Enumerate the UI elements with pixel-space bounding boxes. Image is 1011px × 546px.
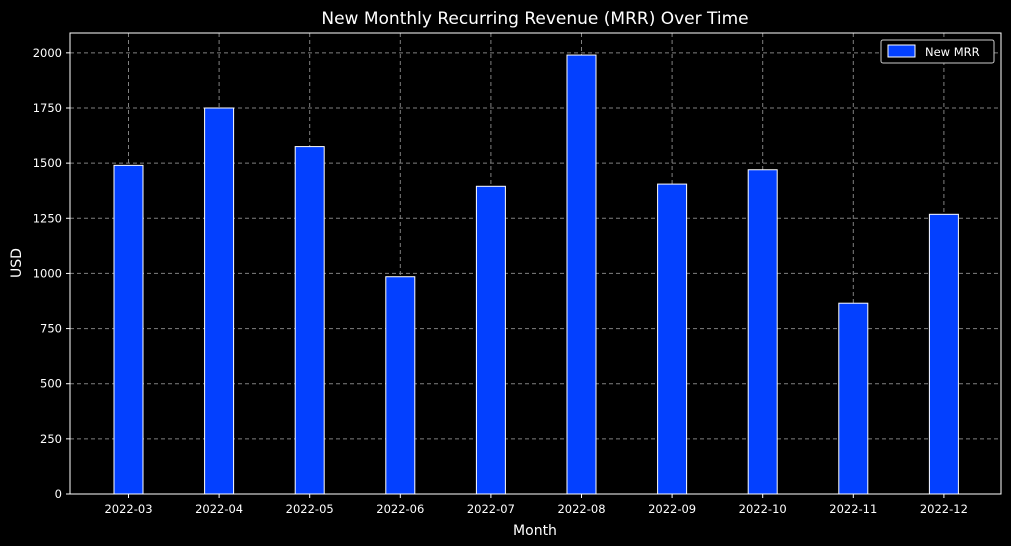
y-tick-label: 0 [55,487,62,501]
y-tick-label: 750 [40,322,62,336]
legend-label-new-mrr: New MRR [925,45,980,59]
bar-2022-09 [657,183,688,495]
bar-2022-12 [928,213,959,495]
bar-2022-05 [294,146,325,495]
bar-2022-11 [838,302,869,495]
x-axis-title: Month [513,523,557,539]
bar-2022-04 [204,107,235,495]
x-tick-label: 2022-09 [648,502,696,516]
y-tick-label: 2000 [33,46,62,60]
x-tick-label: 2022-07 [467,502,515,516]
legend-swatch-new-mrr [887,44,916,58]
x-tick-label: 2022-10 [739,502,787,516]
bar-2022-08 [566,54,597,495]
bar-2022-06 [385,276,416,495]
x-tick-label: 2022-06 [376,502,424,516]
y-tick-label: 250 [40,432,62,446]
bar-2022-03 [113,164,144,495]
chart-title: New Monthly Recurring Revenue (MRR) Over… [321,9,748,29]
x-tick-label: 2022-12 [920,502,968,516]
x-tick-label: 2022-05 [286,502,334,516]
y-axis-title: USD [9,248,25,278]
x-tick-label: 2022-11 [829,502,877,516]
y-tick-label: 1000 [33,266,62,280]
x-tick-label: 2022-04 [195,502,243,516]
bar-2022-07 [475,185,506,495]
x-tick-label: 2022-08 [557,502,605,516]
y-tick-label: 1750 [33,101,62,115]
x-tick-label: 2022-03 [104,502,152,516]
y-tick-label: 1500 [33,156,62,170]
y-tick-label: 500 [40,377,62,391]
legend: New MRR [880,39,995,64]
ticks: 0 250 500 750 1000 1250 1500 1750 2000 2022-03 202… [33,46,968,516]
plot-frame [69,32,1002,495]
bars [113,54,959,495]
bar-2022-10 [747,169,778,495]
y-tick-label: 1250 [33,211,62,225]
